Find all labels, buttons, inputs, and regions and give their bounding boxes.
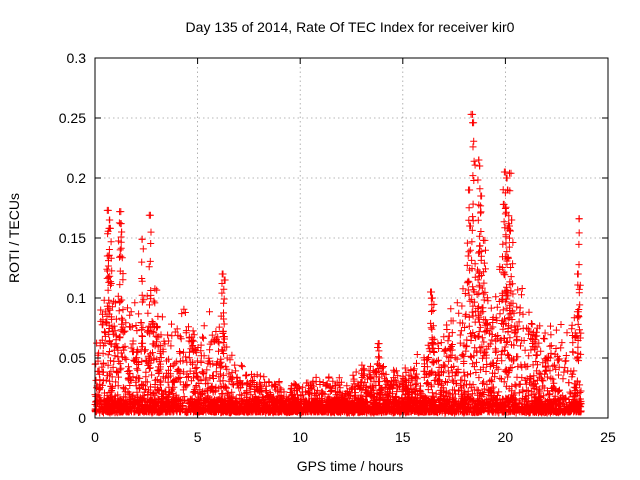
roti-peak-point xyxy=(106,224,114,232)
x-tick-label: 25 xyxy=(600,429,616,445)
roti-peak-point xyxy=(464,186,472,194)
roti-peak-point xyxy=(499,200,507,208)
x-tick-label: 10 xyxy=(292,429,308,445)
x-tick-label: 5 xyxy=(194,429,202,445)
roti-peak-point xyxy=(503,186,511,194)
y-tick-label: 0.1 xyxy=(67,290,87,306)
roti-peak-point xyxy=(502,174,510,182)
roti-peak-point xyxy=(104,206,112,214)
data-points xyxy=(91,110,585,417)
roti-peak-point xyxy=(476,162,484,170)
roti-peak-point xyxy=(146,211,154,219)
x-axis-label: GPS time / hours xyxy=(297,458,404,474)
roti-peak-point xyxy=(475,156,483,164)
roti-peak-point xyxy=(117,220,125,228)
y-tick-label: 0.05 xyxy=(59,350,86,366)
roti-peak-point xyxy=(374,340,382,348)
roti-peak-point xyxy=(508,216,516,224)
roti-peak-point xyxy=(469,110,477,118)
roti-peak-point xyxy=(467,222,475,230)
chart-title: Day 135 of 2014, Rate Of TEC Index for r… xyxy=(186,19,515,35)
roti-peak-point xyxy=(477,192,485,200)
y-tick-label: 0.25 xyxy=(59,110,86,126)
x-tick-label: 15 xyxy=(395,429,411,445)
roti-peak-point xyxy=(575,215,583,223)
y-tick-label: 0 xyxy=(78,410,86,426)
roti-peak-point xyxy=(429,294,437,302)
roti-peak-point xyxy=(428,288,436,296)
tick-labels: 0 5 10 15 20 25 0 0.05 0.1 0.15 0.2 0.25 0.3 xyxy=(59,50,616,445)
roti-peak-point xyxy=(218,270,226,278)
x-tick-label: 20 xyxy=(498,429,514,445)
roti-peak-point xyxy=(500,168,508,176)
y-tick-label: 0.2 xyxy=(67,170,87,186)
roti-peak-point xyxy=(481,236,489,244)
roti-peak-point xyxy=(116,208,124,216)
roti-peak-point xyxy=(103,252,111,260)
y-tick-label: 0.15 xyxy=(59,230,86,246)
roti-peak-point xyxy=(470,119,478,127)
roti-point-cloud xyxy=(91,110,585,417)
roti-peak-point xyxy=(105,216,113,224)
roti-peak-point xyxy=(220,276,228,284)
y-tick-label: 0.3 xyxy=(67,50,87,66)
plot-frame xyxy=(94,57,609,419)
roti-peak-point xyxy=(118,228,126,236)
roti-peak-point xyxy=(504,222,512,230)
roti-peak-point xyxy=(506,169,514,177)
y-axis-label: ROTI / TECUs xyxy=(6,193,22,283)
roti-peak-point xyxy=(138,235,146,243)
roti-peak-point xyxy=(574,270,582,278)
x-tick-label: 0 xyxy=(91,429,99,445)
